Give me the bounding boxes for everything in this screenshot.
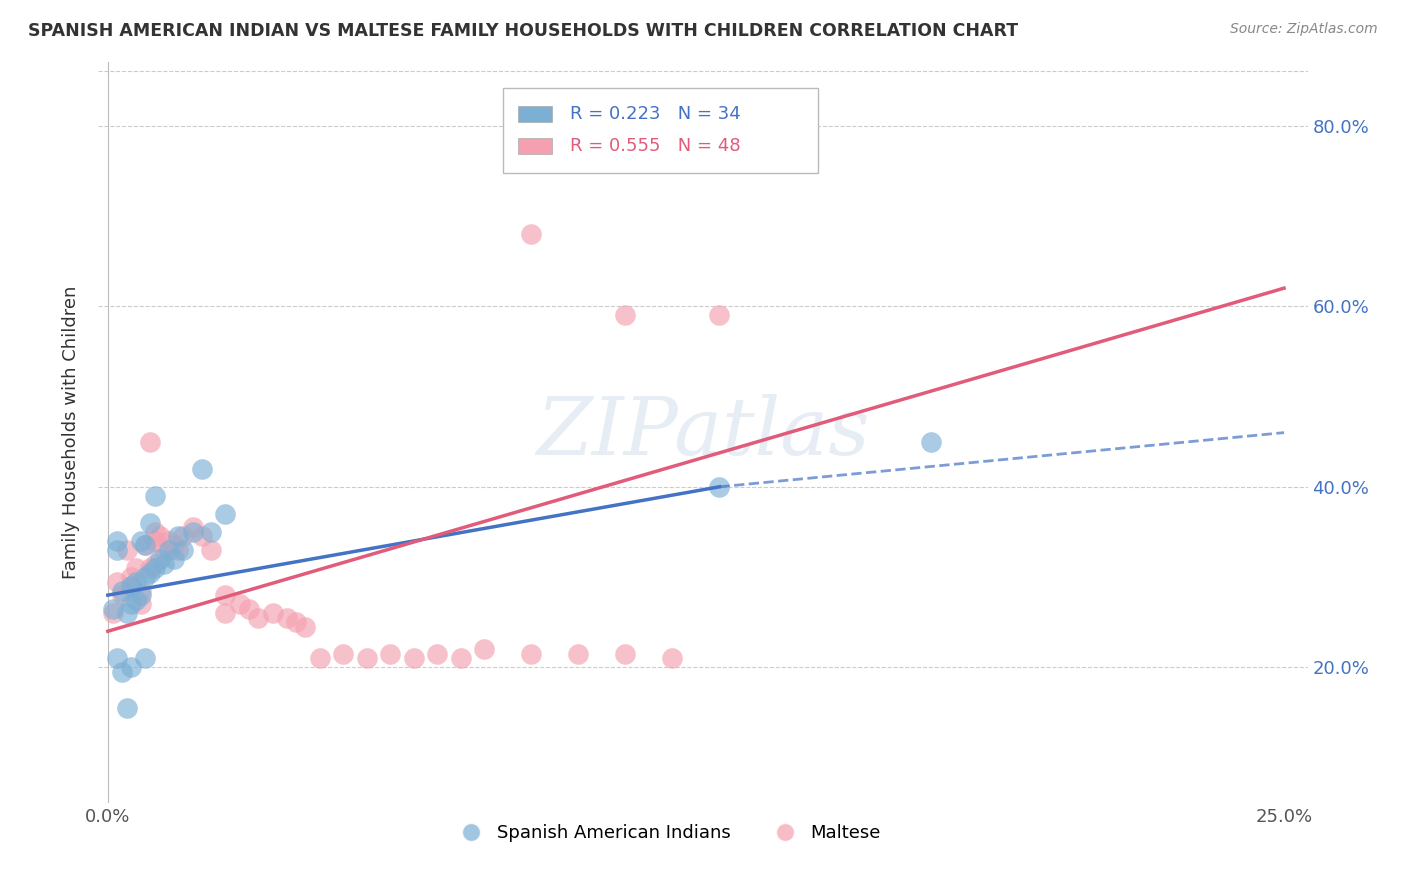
Point [157,543,180,558]
Point [129,583,152,598]
Point [426,647,449,661]
Point [143,557,166,571]
Point [125,561,148,575]
Point [200,524,222,539]
Point [139,566,162,580]
Text: R = 0.555   N = 48: R = 0.555 N = 48 [569,137,741,155]
Point [120,579,142,593]
Point [129,597,152,611]
Point [105,574,128,589]
Point [472,642,495,657]
Point [294,620,316,634]
Point [120,570,142,584]
Point [709,308,731,322]
Point [163,552,186,566]
Legend: Spanish American Indians, Maltese: Spanish American Indians, Maltese [446,817,887,849]
FancyBboxPatch shape [503,88,818,173]
Point [115,543,138,558]
Point [111,588,134,602]
Point [101,601,124,615]
Point [143,533,166,548]
Point [149,529,172,543]
Point [134,539,156,553]
Text: SPANISH AMERICAN INDIAN VS MALTESE FAMILY HOUSEHOLDS WITH CHILDREN CORRELATION C: SPANISH AMERICAN INDIAN VS MALTESE FAMIL… [28,22,1018,40]
Point [134,570,156,584]
Point [139,516,162,530]
Point [153,557,176,571]
Point [567,647,589,661]
Point [378,647,401,661]
Point [285,615,308,630]
Point [115,606,138,620]
Point [172,529,194,543]
Point [276,610,298,624]
Text: Source: ZipAtlas.com: Source: ZipAtlas.com [1230,22,1378,37]
Point [120,597,142,611]
Bar [517,106,553,122]
Point [402,651,425,665]
Point [920,434,942,449]
Point [149,552,172,566]
Point [120,660,142,674]
Point [139,561,162,575]
Point [111,583,134,598]
Point [115,701,138,715]
Point [214,507,236,521]
Point [101,606,124,620]
Point [139,434,162,449]
Point [134,651,156,665]
Point [181,524,204,539]
Point [105,651,128,665]
Point [163,539,186,553]
Point [111,665,134,679]
Point [167,529,190,543]
Point [120,579,142,593]
Point [129,588,152,602]
Point [214,606,236,620]
Point [238,601,260,615]
Point [214,588,236,602]
Point [247,610,270,624]
Point [167,543,190,558]
Point [143,561,166,575]
Point [661,651,683,665]
Point [105,533,128,548]
Point [125,574,148,589]
Point [520,227,543,241]
Point [308,651,330,665]
Point [125,592,148,607]
Point [450,651,472,665]
Point [332,647,354,661]
Point [709,480,731,494]
Point [181,520,204,534]
Point [262,606,284,620]
Point [191,529,214,543]
Point [614,647,637,661]
Text: ZIPatlas: ZIPatlas [536,394,870,471]
Text: R = 0.223   N = 34: R = 0.223 N = 34 [569,105,741,123]
Point [105,543,128,558]
Point [614,308,637,322]
Point [143,489,166,503]
Point [191,461,214,475]
Point [157,533,180,548]
Point [153,543,176,558]
Point [228,597,250,611]
Point [129,533,152,548]
Y-axis label: Family Households with Children: Family Households with Children [62,286,80,579]
Point [200,543,222,558]
Point [172,543,194,558]
Point [356,651,378,665]
Point [520,647,543,661]
Point [134,539,156,553]
Point [143,524,166,539]
Bar [517,138,553,154]
